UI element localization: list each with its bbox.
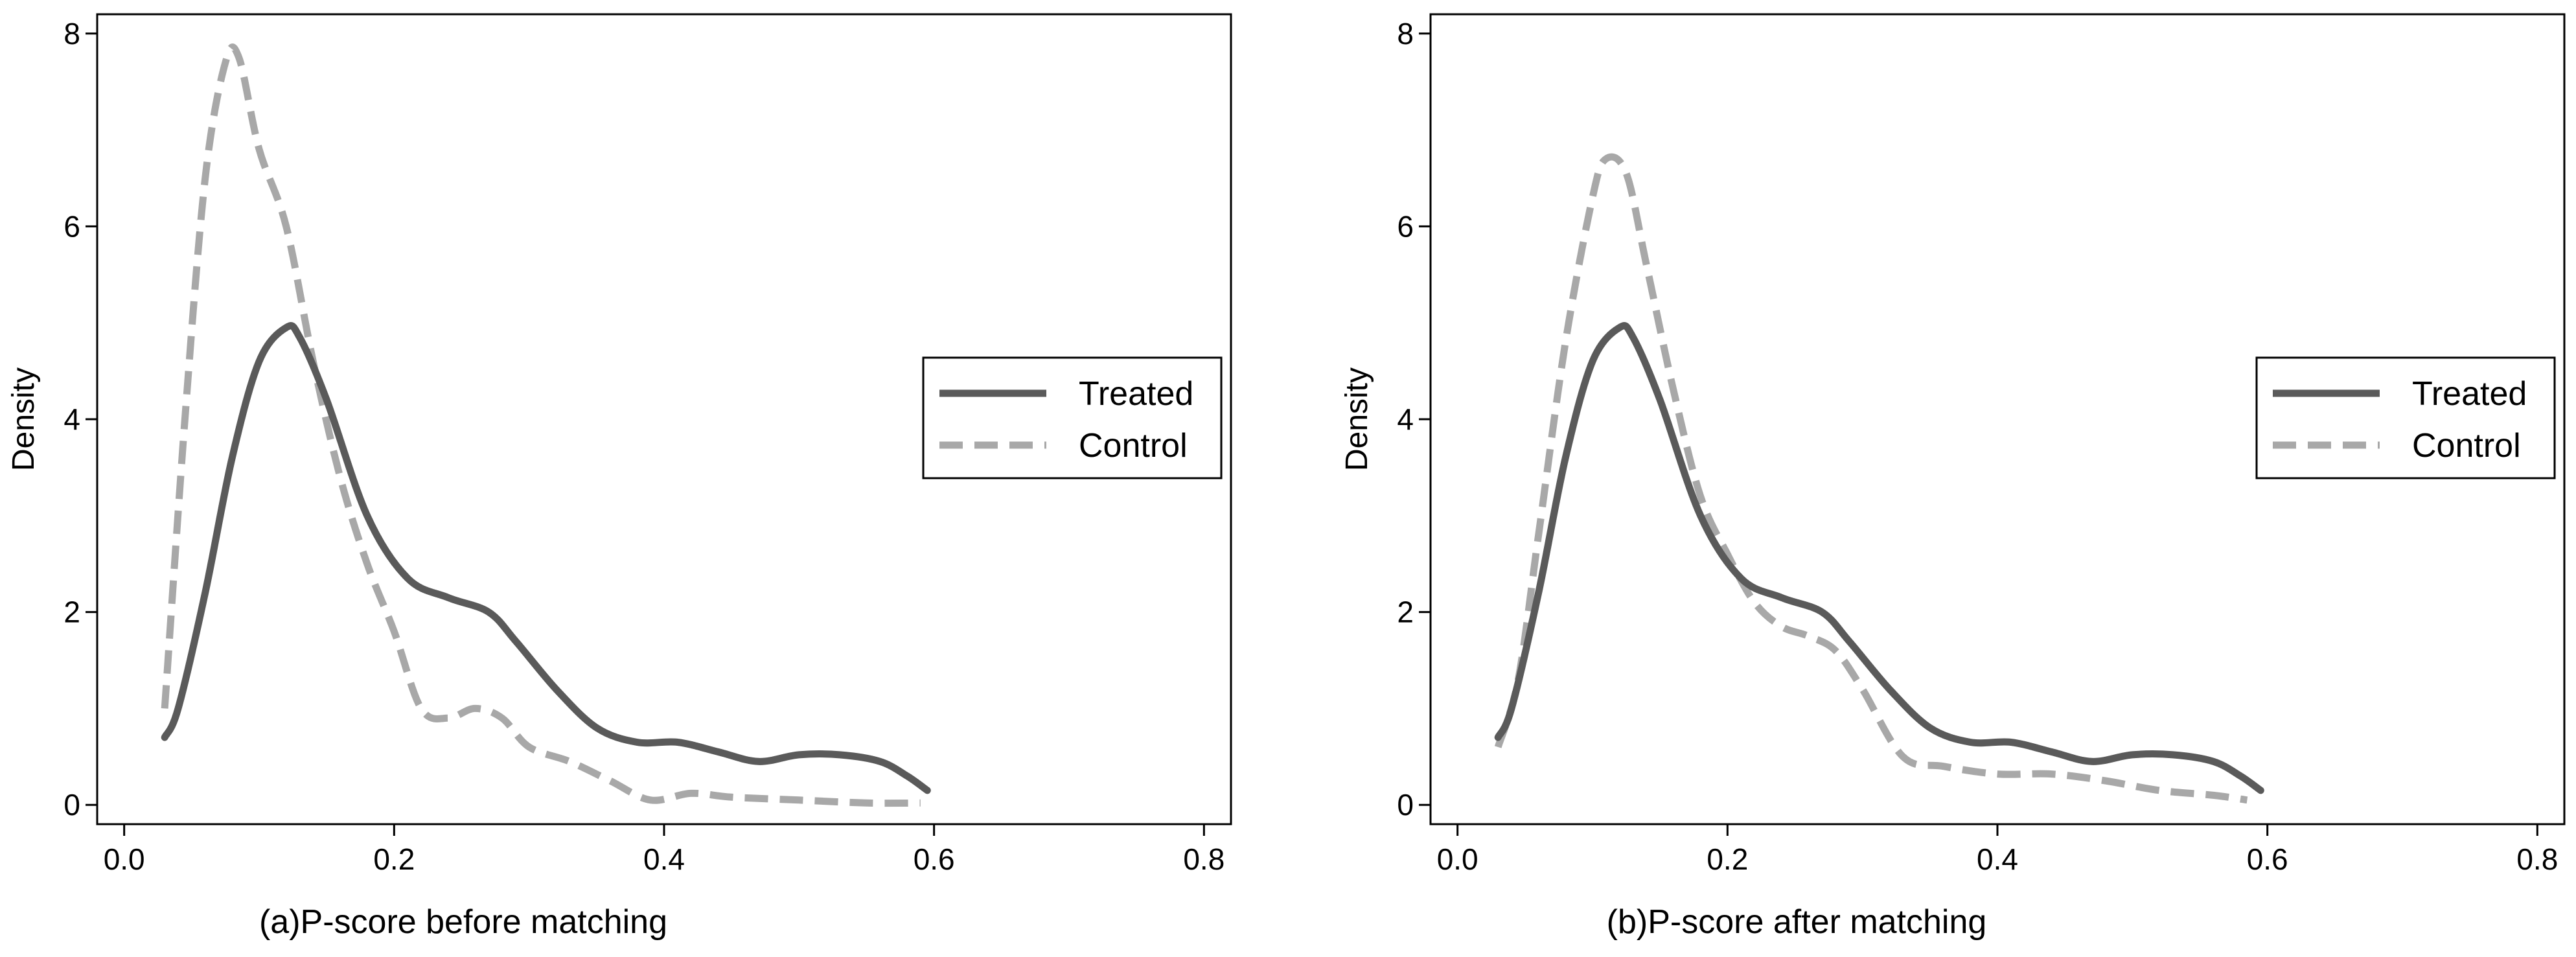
series-line-treated: [1494, 322, 2264, 794]
panel-before-matching: 0 2 4 6 8 0.0 0.2 0.4 0.6 0.8 Density (a)P-score be…: [6, 13, 1232, 941]
y-tick-label: 8: [1397, 17, 1414, 51]
y-axis-title: Density: [1340, 367, 1374, 471]
x-tick-label: 0.0: [104, 842, 145, 876]
y-tick-label: 0: [63, 788, 80, 822]
y-tick-label: 4: [1397, 402, 1414, 436]
y-tick-label: 4: [63, 402, 80, 436]
x-tick-label: 0.8: [1183, 842, 1225, 876]
x-tick-label: 0.6: [2247, 842, 2288, 876]
y-tick-label: 6: [1397, 209, 1414, 243]
x-tick-label: 0.2: [373, 842, 415, 876]
y-axis-title: Density: [6, 367, 41, 471]
x-tick-label: 0.2: [1707, 842, 1748, 876]
legend-label-treated: Treated: [2412, 375, 2527, 413]
x-tick-label: 0.8: [2516, 842, 2558, 876]
y-tick-label: 0: [1397, 788, 1414, 822]
legend: Treated Control: [922, 356, 1223, 479]
panel-after-matching: 0 2 4 6 8 0.0 0.2 0.4 0.6 0.8 Density (b)P-score af…: [1340, 13, 2566, 941]
x-tick-label: 0.0: [1437, 842, 1478, 876]
series-line-control: [1494, 153, 2248, 804]
series-line-treated: [161, 322, 931, 794]
x-tick-label: 0.4: [643, 842, 685, 876]
legend-label-control: Control: [2412, 427, 2521, 465]
legend-label-control: Control: [1079, 427, 1188, 465]
y-tick-label: 2: [63, 595, 80, 629]
x-axis-title: (b)P-score after matching: [1607, 903, 1987, 941]
x-tick-label: 0.4: [1977, 842, 2018, 876]
legend-box: [2255, 356, 2556, 479]
legend-box: [922, 356, 1223, 479]
y-tick-label: 8: [63, 17, 80, 51]
series-line-control: [161, 43, 921, 807]
y-tick-label: 2: [1397, 595, 1414, 629]
legend-label-treated: Treated: [1079, 375, 1193, 413]
legend: Treated Control: [2255, 356, 2556, 479]
x-axis-title: (a)P-score before matching: [259, 903, 667, 941]
x-tick-label: 0.6: [914, 842, 955, 876]
y-tick-label: 6: [63, 209, 80, 243]
